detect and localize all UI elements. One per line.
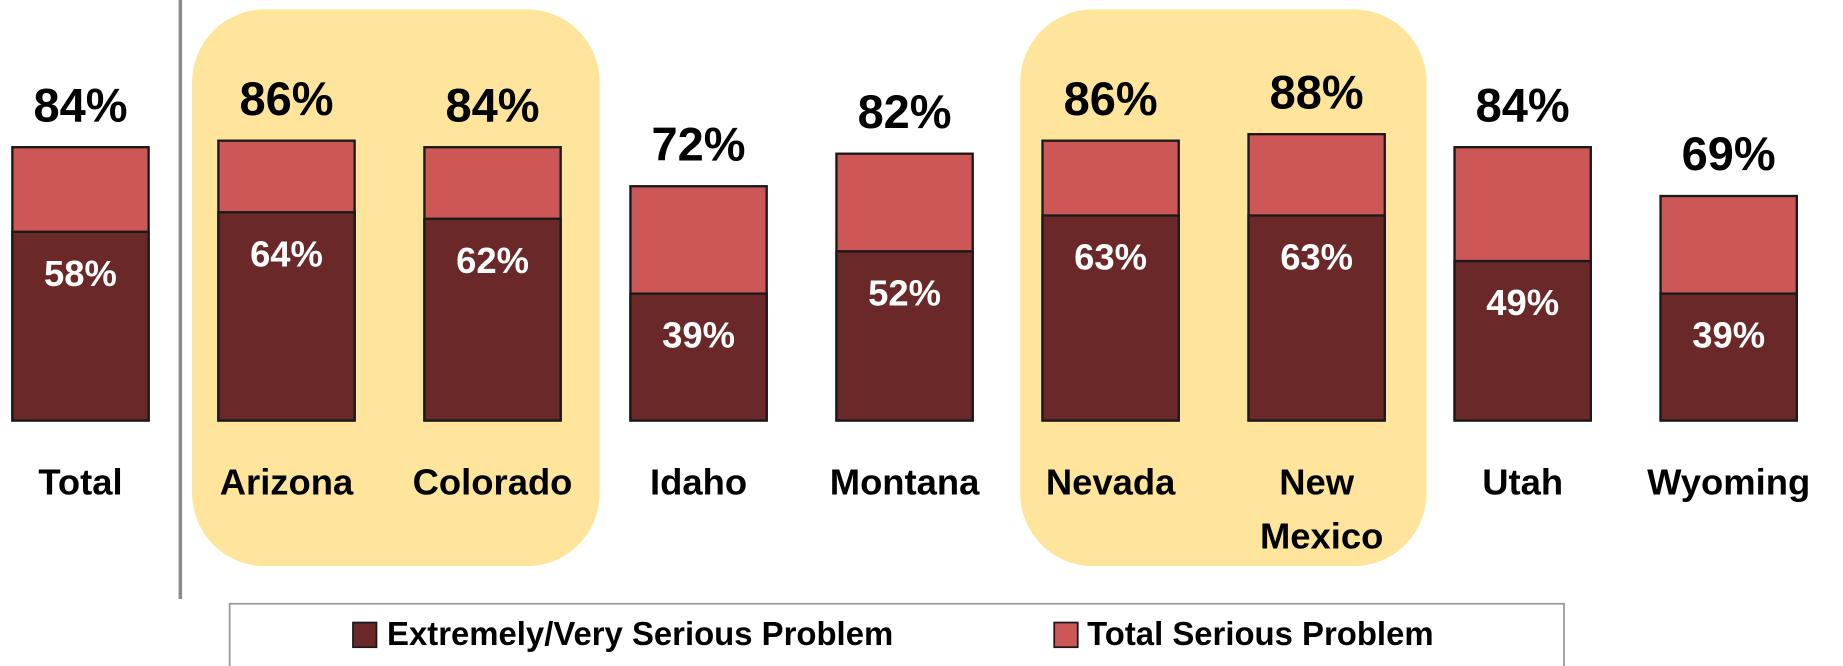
legend-label: Extremely/Very Serious Problem xyxy=(387,615,893,652)
bar xyxy=(11,230,150,422)
x-tick-label: Colorado xyxy=(413,462,573,503)
inner-label: 64% xyxy=(250,233,323,274)
total-label: 69% xyxy=(1682,127,1776,180)
bar xyxy=(835,250,974,422)
bar xyxy=(217,211,356,422)
total-label: 88% xyxy=(1270,65,1364,118)
inner-label: 52% xyxy=(868,272,941,313)
total-label: 84% xyxy=(33,78,127,131)
x-tick-label: Montana xyxy=(830,462,980,503)
total-label: 82% xyxy=(858,85,952,138)
x-tick-label: Utah xyxy=(1482,462,1563,503)
bar xyxy=(1453,259,1592,422)
x-tick-label: Arizona xyxy=(220,462,354,503)
inner-label: 49% xyxy=(1486,282,1559,323)
x-tick-label: Nevada xyxy=(1046,462,1176,503)
total-label: 86% xyxy=(1064,72,1158,125)
total-label: 84% xyxy=(446,78,540,131)
inner-label: 39% xyxy=(1692,315,1765,356)
legend-label: Total Serious Problem xyxy=(1087,615,1433,652)
inner-label: 63% xyxy=(1074,237,1147,278)
bar xyxy=(423,217,562,422)
legend-swatch xyxy=(352,621,378,649)
total-label: 84% xyxy=(1476,78,1570,131)
legend-box xyxy=(228,602,1565,666)
total-label: 86% xyxy=(240,72,334,125)
x-tick-label: Wyoming xyxy=(1647,462,1810,503)
inner-label: 39% xyxy=(662,315,735,356)
legend-swatch xyxy=(1053,621,1079,649)
inner-label: 62% xyxy=(456,240,529,281)
bar xyxy=(1041,214,1180,422)
total-label: 72% xyxy=(652,117,746,170)
inner-label: 63% xyxy=(1280,237,1353,278)
x-tick-label: Total xyxy=(38,462,122,503)
x-tick-label: New Mexico xyxy=(1250,462,1384,557)
bar xyxy=(1247,214,1386,422)
bar xyxy=(629,292,768,422)
x-tick-label: Idaho xyxy=(650,462,747,503)
inner-label: 58% xyxy=(44,253,117,294)
bar xyxy=(1659,292,1798,422)
